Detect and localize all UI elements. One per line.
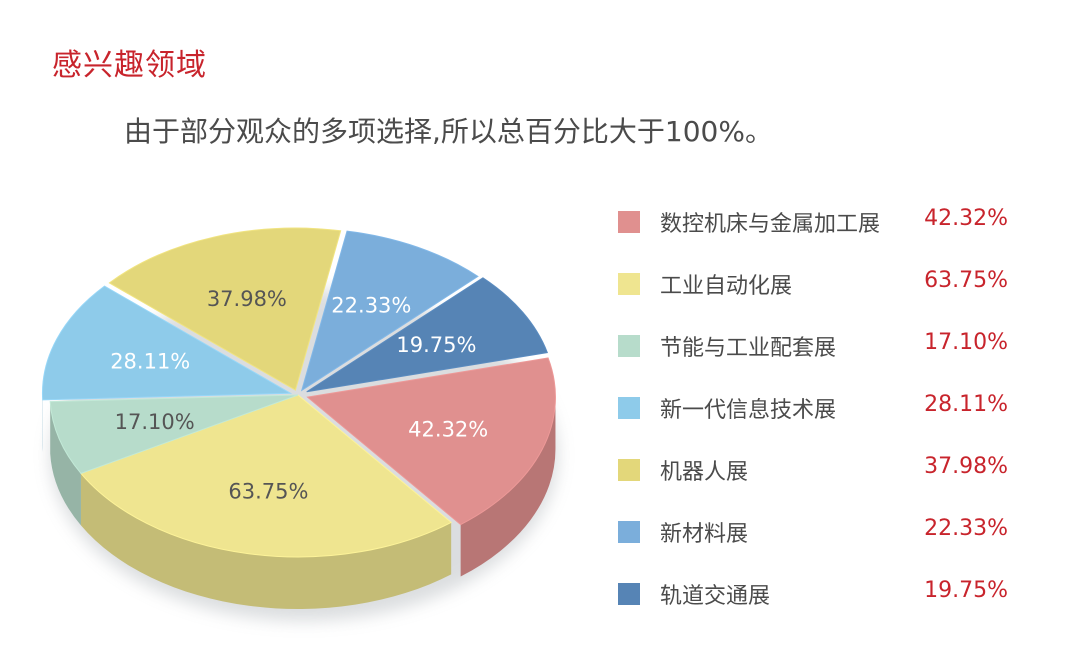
legend-value: 37.98% xyxy=(924,454,1008,479)
pie-slice-3 xyxy=(41,285,293,401)
legend-swatch xyxy=(618,211,640,233)
pie-side-1 xyxy=(80,473,452,609)
legend-value: 42.32% xyxy=(924,206,1008,231)
pie-slice-0 xyxy=(306,357,556,526)
legend-label: 工业自动化展 xyxy=(660,274,793,299)
pie-data-label-3: 28.11% xyxy=(110,350,190,374)
legend-value: 19.75% xyxy=(924,578,1008,603)
legend-swatch xyxy=(618,335,640,357)
pie-data-label-6: 19.75% xyxy=(396,333,476,357)
pie-slice-5 xyxy=(300,230,479,392)
legend-label: 数控机床与金属加工展 xyxy=(660,212,881,237)
legend-item: 新一代信息技术展 28.11% xyxy=(618,386,1018,448)
pie-data-label-1: 63.75% xyxy=(228,479,308,503)
legend-value: 28.11% xyxy=(924,392,1008,417)
legend-item: 轨道交通展 19.75% xyxy=(618,572,1018,634)
legend-label: 新一代信息技术展 xyxy=(660,398,837,423)
legend: 数控机床与金属加工展 42.32% 工业自动化展 63.75% 节能与工业配套展 17.1… xyxy=(618,200,1018,634)
chart-title: 感兴趣领域 xyxy=(52,48,207,83)
legend-swatch xyxy=(618,459,640,481)
legend-value: 22.33% xyxy=(924,516,1008,541)
legend-item: 机器人展 37.98% xyxy=(618,448,1018,510)
legend-swatch xyxy=(618,521,640,543)
pie-slice-1 xyxy=(80,394,453,558)
legend-value: 63.75% xyxy=(924,268,1008,293)
legend-swatch xyxy=(618,273,640,295)
pie-slice-4 xyxy=(108,227,342,391)
legend-label: 节能与工业配套展 xyxy=(660,336,837,361)
pie-data-label-5: 22.33% xyxy=(331,293,411,317)
legend-item: 节能与工业配套展 17.10% xyxy=(618,324,1018,386)
legend-item: 工业自动化展 63.75% xyxy=(618,262,1018,324)
pie-data-label-0: 42.32% xyxy=(408,418,488,442)
pie-slice-6 xyxy=(306,277,549,393)
pie-slice-2 xyxy=(49,394,299,474)
legend-label: 新材料展 xyxy=(660,522,749,547)
legend-label: 机器人展 xyxy=(660,460,749,485)
legend-swatch xyxy=(618,583,640,605)
pie-data-label-4: 37.98% xyxy=(207,287,287,311)
legend-value: 17.10% xyxy=(924,330,1008,355)
chart-subtitle: 由于部分观众的多项选择,所以总百分比大于100%。 xyxy=(124,115,773,148)
legend-item: 数控机床与金属加工展 42.32% xyxy=(618,200,1018,262)
pie-side-0 xyxy=(460,397,556,577)
pie-side-2 xyxy=(50,401,81,526)
pie-data-label-2: 17.10% xyxy=(115,410,195,434)
legend-item: 新材料展 22.33% xyxy=(618,510,1018,572)
legend-label: 轨道交通展 xyxy=(660,584,771,609)
legend-swatch xyxy=(618,397,640,419)
